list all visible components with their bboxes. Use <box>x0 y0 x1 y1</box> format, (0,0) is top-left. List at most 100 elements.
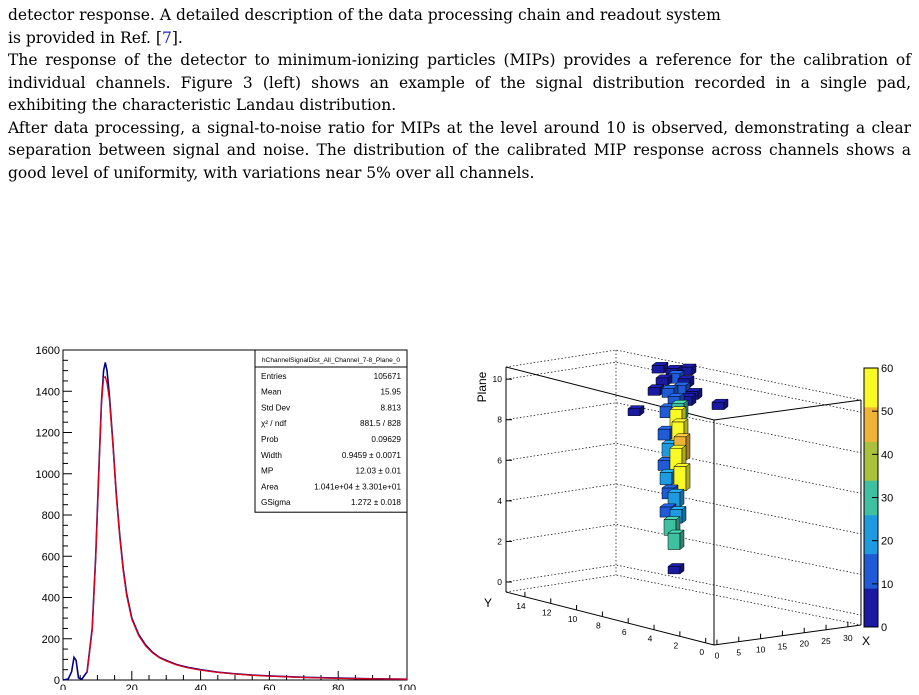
colorbar-tick-label: 50 <box>881 406 893 418</box>
stats-label: Std Dev <box>261 403 291 412</box>
x-tick-label: 80 <box>332 683 344 690</box>
x-tick-label: 60 <box>263 683 275 690</box>
colorbar-band <box>864 493 878 498</box>
colorbar-tick-label: 40 <box>881 449 893 461</box>
stats-value: 8.813 <box>381 403 402 412</box>
y-tick-label: 4 <box>648 634 653 644</box>
text-line-2: is provided in Ref. [ <box>8 28 162 47</box>
text-line-1: detector response. A detailed descriptio… <box>8 6 721 24</box>
x-tick-label: 10 <box>756 645 766 655</box>
colorbar-tick-label: 20 <box>881 536 893 548</box>
bin-top <box>665 365 683 369</box>
paragraph-1: detector response. A detailed descriptio… <box>8 4 911 49</box>
lego-bin <box>651 361 669 374</box>
colorbar-band <box>864 514 878 520</box>
colorbar-band <box>864 415 878 421</box>
colorbar-band <box>864 393 878 399</box>
y-tick-label: 8 <box>596 621 601 631</box>
colorbar-band <box>864 402 878 408</box>
colorbar-band <box>864 544 878 550</box>
bin-front <box>647 387 661 396</box>
bin-front <box>711 401 725 410</box>
colorbar-band <box>864 622 878 628</box>
x-tick-label: 20 <box>126 683 138 690</box>
stats-box: hChannelSignalDist_All_Channel_7-8_Plane… <box>254 349 408 513</box>
y-tick-label: 1000 <box>36 469 60 481</box>
bin-top <box>673 463 691 467</box>
colorbar-band <box>864 536 878 542</box>
bin-side <box>679 529 685 551</box>
colorbar-band <box>864 540 878 546</box>
stats-label: Prob <box>261 435 279 444</box>
colorbar-band <box>864 601 878 606</box>
lego-bin <box>659 468 677 486</box>
bin-top <box>671 399 689 404</box>
colorbar-band <box>864 501 878 507</box>
colorbar-band <box>864 488 878 494</box>
colorbar-band <box>864 385 878 391</box>
colorbar-band <box>864 368 878 373</box>
colorbar-band <box>864 583 878 589</box>
bin-top <box>627 405 645 409</box>
colorbar-band <box>864 562 878 568</box>
stats-value: 0.9459 ± 0.0071 <box>342 451 402 460</box>
bin-top <box>685 388 703 392</box>
z-tick-label: 10 <box>493 374 503 384</box>
colorbar-band <box>864 450 878 455</box>
colorbar: 0 10 20 30 40 50 60 <box>863 363 893 634</box>
stats-box-frame <box>254 349 408 513</box>
x-tick-label: 20 <box>799 639 809 649</box>
bin-top <box>663 516 681 520</box>
paragraph-3: After data processing, a signal-to-noise… <box>8 118 911 182</box>
y-tick-label: 0 <box>699 647 704 657</box>
colorbar-band <box>864 484 878 490</box>
lego-bin <box>647 384 665 396</box>
y-tick-label: 2 <box>673 640 678 650</box>
z-axis-label: Plane <box>475 371 489 402</box>
bin-front <box>627 408 641 416</box>
y-tick-label: 14 <box>516 601 526 611</box>
lego-bin <box>673 463 691 492</box>
bin-top <box>647 384 665 388</box>
stats-label: Area <box>261 482 279 491</box>
colorbar-band <box>864 549 878 555</box>
bin-front <box>667 566 681 575</box>
colorbar-band <box>864 376 878 382</box>
colorbar-band <box>864 553 878 559</box>
bin-top <box>679 363 697 368</box>
z-tick-label: 4 <box>497 496 502 506</box>
bin-top <box>667 563 685 567</box>
bin-side <box>685 433 691 461</box>
lego-bin <box>627 405 645 417</box>
colorbar-band <box>864 592 878 598</box>
x-tick-label: 100 <box>398 683 416 690</box>
stats-label: χ² / ndf <box>261 419 287 428</box>
plane-gridline <box>505 564 862 616</box>
colorbar-band <box>864 527 878 533</box>
text-line-2-end: ]. <box>171 28 183 47</box>
bin-top <box>655 374 673 379</box>
stats-label: GSigma <box>261 498 291 507</box>
bin-front <box>657 459 671 471</box>
colorbar-band <box>864 372 878 378</box>
colorbar-band <box>864 462 878 468</box>
colorbar-band <box>864 605 878 611</box>
bin-top <box>667 370 685 374</box>
bin-top <box>677 375 695 380</box>
y-tick-label: 1200 <box>36 428 60 440</box>
citation-link[interactable]: 7 <box>161 28 172 47</box>
box-back-bottom <box>505 574 862 626</box>
colorbar-band <box>864 411 878 416</box>
bin-top <box>667 529 685 534</box>
floor-front <box>505 591 862 646</box>
y-tick-label: 800 <box>42 510 60 522</box>
stats-value: 881.5 / 828 <box>360 419 401 428</box>
bin-front <box>657 428 671 441</box>
body-text: detector response. A detailed descriptio… <box>8 4 911 184</box>
colorbar-band <box>864 454 878 460</box>
colorbar-band <box>864 389 878 395</box>
colorbar-band <box>864 614 878 619</box>
bin-top <box>669 406 687 410</box>
paragraph-2: The response of the detector to minimum-… <box>8 51 911 114</box>
stats-value: 15.95 <box>381 388 402 397</box>
